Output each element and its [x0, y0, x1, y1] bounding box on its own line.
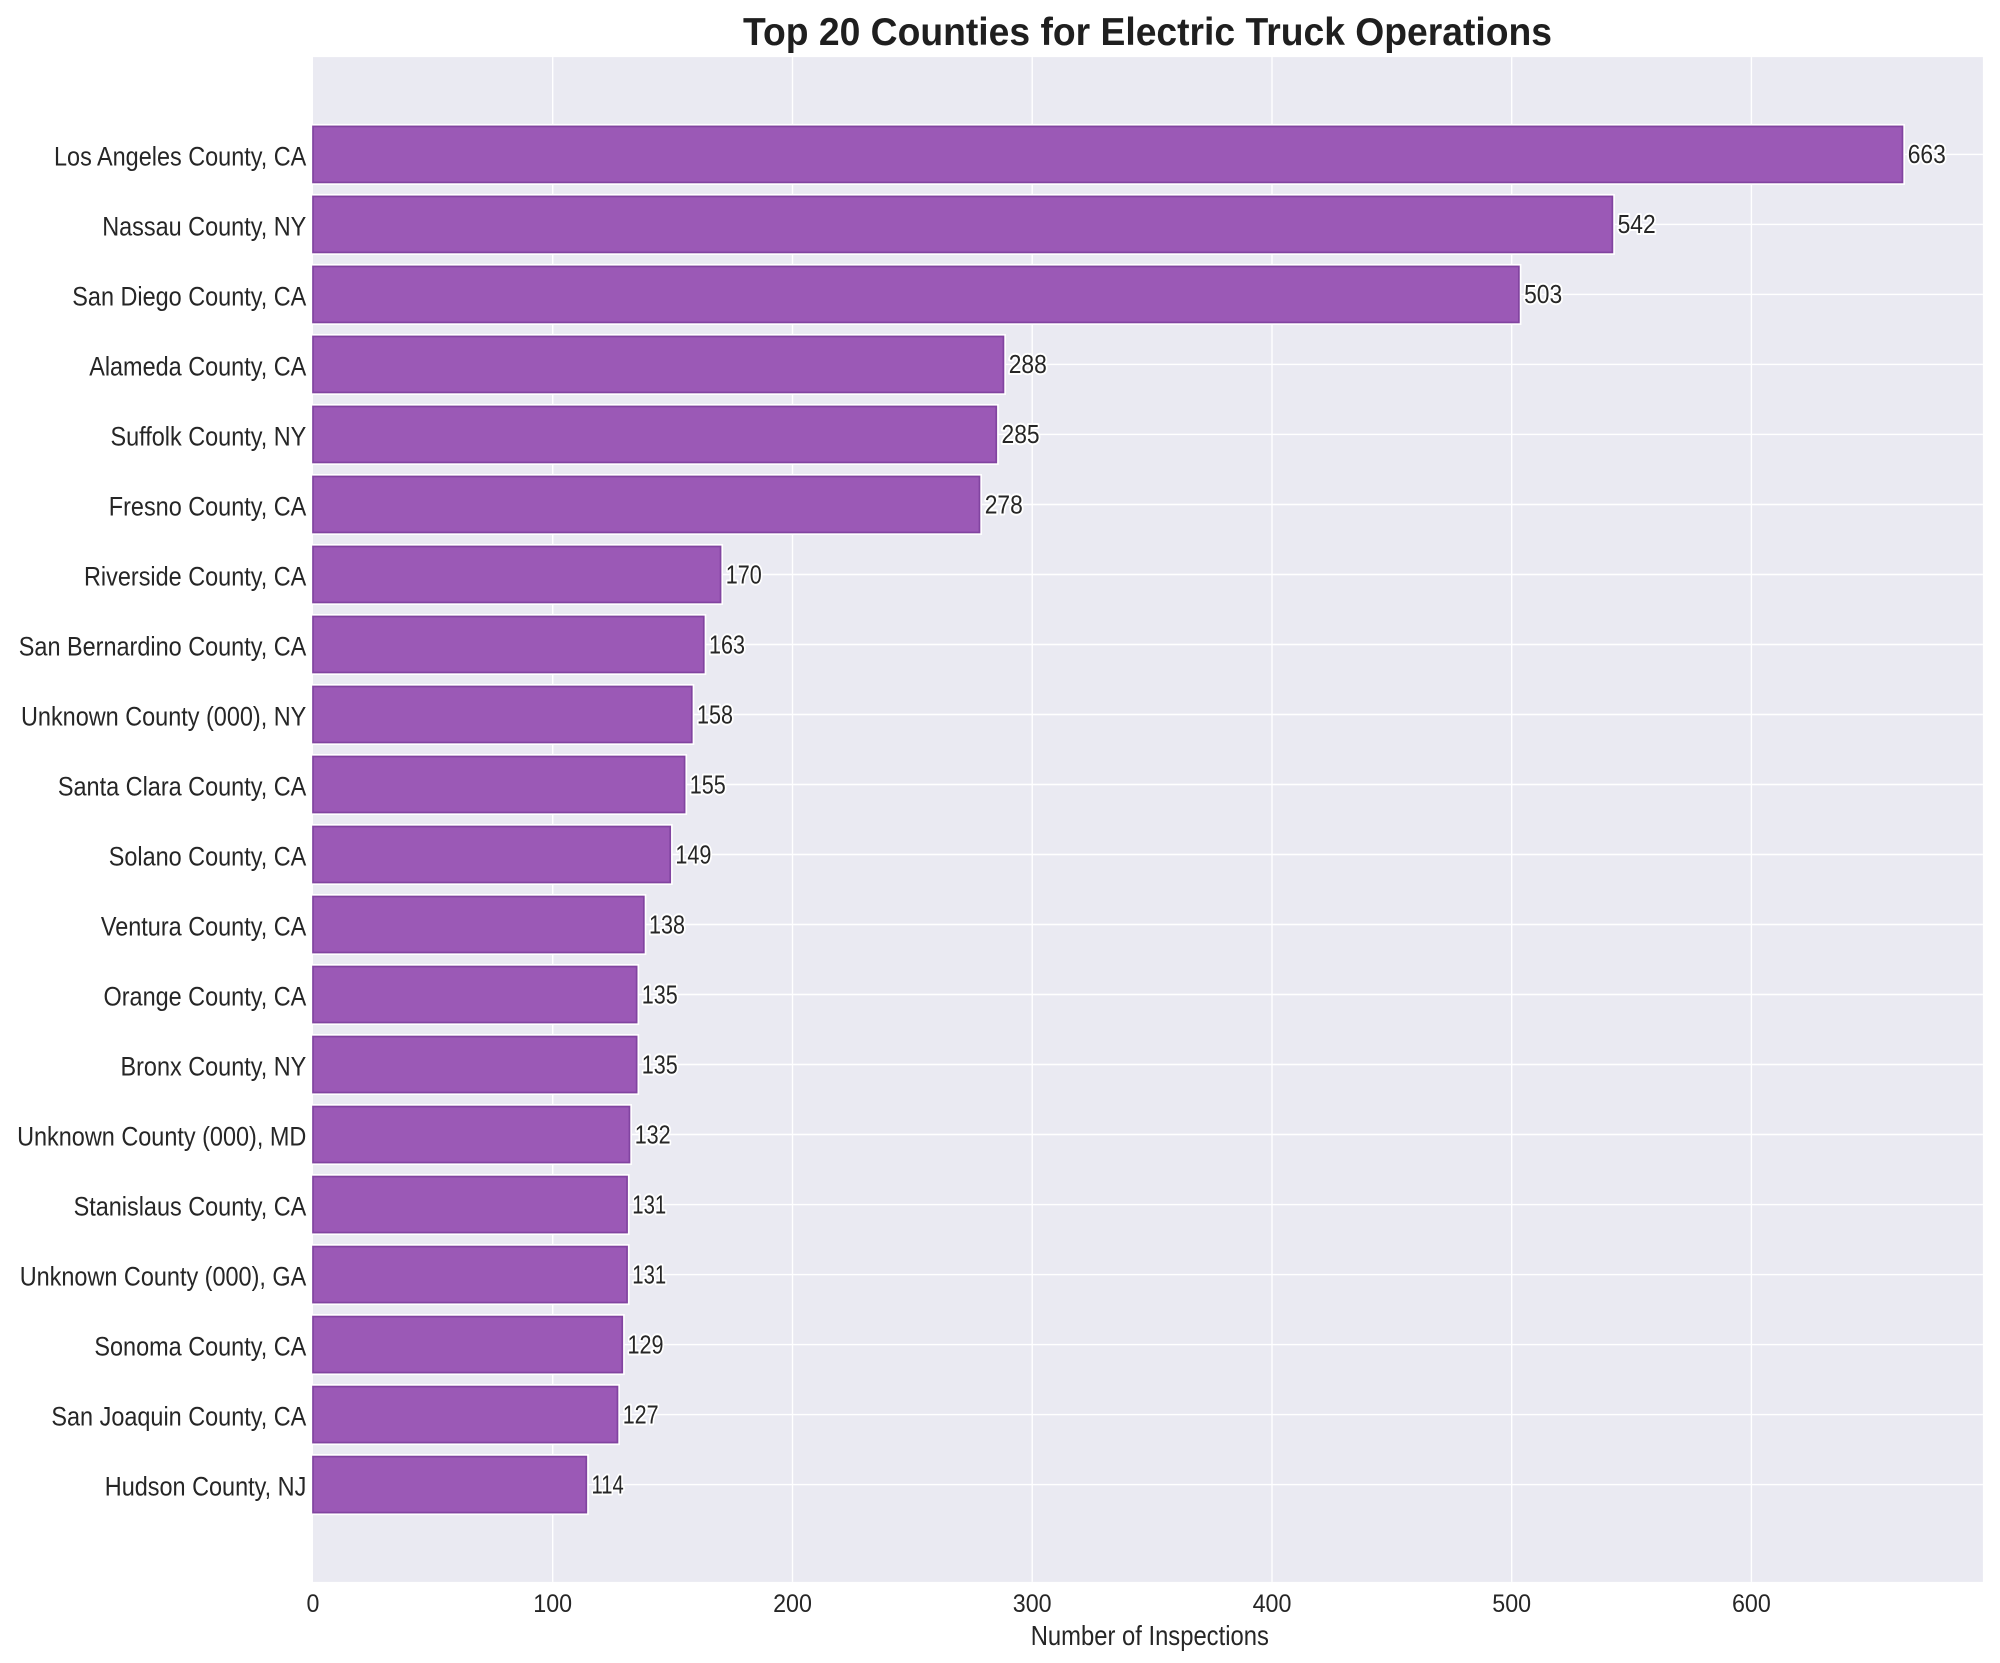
- svg-text:Hudson County, NJ: Hudson County, NJ: [105, 1471, 307, 1502]
- svg-text:Number of Inspections: Number of Inspections: [1031, 1620, 1269, 1651]
- svg-text:Riverside County, CA: Riverside County, CA: [84, 561, 307, 592]
- svg-text:200: 200: [773, 1590, 812, 1618]
- svg-text:Ventura County, CA: Ventura County, CA: [101, 911, 307, 942]
- svg-text:Unknown County (000), MD: Unknown County (000), MD: [17, 1121, 306, 1152]
- svg-text:663: 663: [1908, 139, 1946, 169]
- svg-text:149: 149: [675, 839, 711, 869]
- svg-text:500: 500: [1492, 1590, 1531, 1618]
- svg-text:127: 127: [623, 1399, 659, 1429]
- svg-text:129: 129: [628, 1329, 664, 1359]
- svg-text:Bronx County, NY: Bronx County, NY: [121, 1051, 307, 1082]
- svg-text:Santa Clara County, CA: Santa Clara County, CA: [58, 771, 307, 802]
- svg-text:600: 600: [1732, 1590, 1771, 1618]
- svg-text:158: 158: [697, 699, 733, 729]
- svg-text:100: 100: [533, 1590, 572, 1618]
- svg-text:131: 131: [632, 1189, 666, 1219]
- svg-text:Solano County, CA: Solano County, CA: [109, 841, 307, 872]
- svg-text:285: 285: [1002, 419, 1040, 449]
- svg-text:San Diego County, CA: San Diego County, CA: [72, 280, 307, 311]
- svg-text:Nassau County, NY: Nassau County, NY: [102, 210, 306, 241]
- svg-text:135: 135: [642, 979, 678, 1009]
- svg-text:Orange County, CA: Orange County, CA: [104, 981, 308, 1012]
- svg-text:163: 163: [709, 629, 745, 659]
- svg-text:Stanislaus County, CA: Stanislaus County, CA: [74, 1191, 307, 1222]
- svg-text:Unknown County (000), GA: Unknown County (000), GA: [20, 1261, 307, 1292]
- svg-text:542: 542: [1618, 209, 1656, 239]
- svg-text:131: 131: [632, 1259, 666, 1289]
- svg-text:278: 278: [985, 489, 1023, 519]
- svg-text:114: 114: [592, 1469, 624, 1499]
- svg-text:Los Angeles County, CA: Los Angeles County, CA: [54, 140, 307, 171]
- svg-text:Unknown County (000), NY: Unknown County (000), NY: [21, 701, 306, 732]
- svg-text:170: 170: [726, 559, 762, 589]
- svg-text:132: 132: [635, 1119, 671, 1149]
- svg-text:0: 0: [307, 1590, 320, 1618]
- svg-text:138: 138: [649, 909, 685, 939]
- svg-text:503: 503: [1524, 279, 1562, 309]
- svg-text:Fresno County, CA: Fresno County, CA: [109, 491, 307, 522]
- svg-text:San Bernardino County, CA: San Bernardino County, CA: [19, 631, 307, 662]
- svg-text:135: 135: [642, 1049, 678, 1079]
- svg-text:San Joaquin County, CA: San Joaquin County, CA: [51, 1401, 307, 1432]
- svg-text:155: 155: [690, 769, 726, 799]
- svg-text:Alameda County, CA: Alameda County, CA: [89, 350, 307, 381]
- svg-text:400: 400: [1253, 1590, 1292, 1618]
- svg-text:288: 288: [1009, 349, 1047, 379]
- svg-text:Sonoma County, CA: Sonoma County, CA: [94, 1331, 307, 1362]
- svg-text:300: 300: [1013, 1590, 1052, 1618]
- svg-text:Top 20 Counties for Electric T: Top 20 Counties for Electric Truck Opera…: [743, 11, 1552, 54]
- svg-text:Suffolk County, NY: Suffolk County, NY: [111, 420, 307, 451]
